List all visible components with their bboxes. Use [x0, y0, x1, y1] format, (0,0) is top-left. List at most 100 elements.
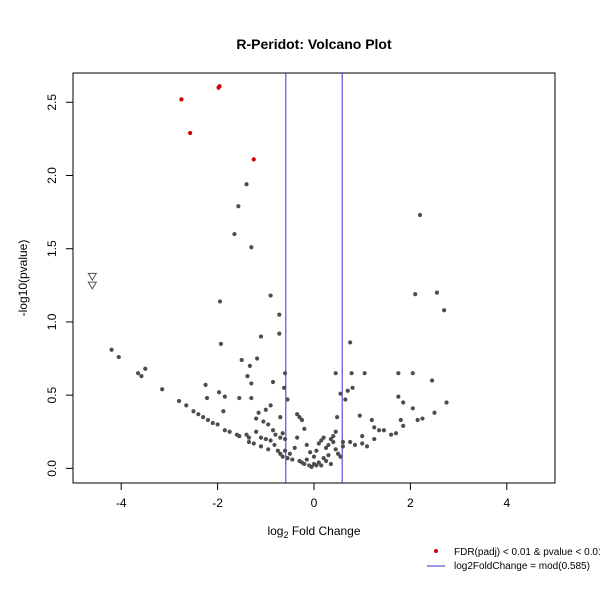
data-point	[191, 409, 196, 414]
data-point	[280, 454, 285, 459]
data-point	[321, 435, 326, 440]
x-tick-label: 0	[311, 496, 318, 510]
data-point	[396, 394, 401, 399]
data-point	[282, 371, 288, 376]
data-point	[246, 439, 252, 445]
data-point	[326, 442, 331, 448]
data-point	[331, 434, 336, 439]
data-point	[218, 341, 224, 346]
data-point	[314, 463, 319, 468]
data-point	[268, 438, 273, 443]
y-tick-label: 0.5	[45, 386, 59, 403]
data-point	[278, 435, 283, 440]
x-tick-label: 4	[503, 496, 510, 510]
y-axis-label: -log10(pvalue)	[16, 240, 30, 317]
data-point	[184, 403, 189, 408]
y-tick-label: 1.0	[45, 313, 59, 330]
data-point	[398, 417, 403, 423]
legend-significant-label: FDR(padj) < 0.01 & pvalue < 0.01	[454, 547, 600, 558]
data-point	[210, 420, 215, 426]
data-point	[401, 400, 406, 405]
data-point	[362, 371, 367, 376]
data-point	[222, 394, 227, 399]
offscale-triangle-marker	[87, 272, 98, 282]
data-point	[285, 456, 290, 461]
data-point	[372, 425, 377, 430]
data-point	[160, 387, 165, 392]
data-point	[410, 371, 415, 376]
data-point	[299, 417, 305, 423]
data-point	[258, 435, 264, 440]
legend-significant-marker	[434, 549, 438, 553]
data-point	[331, 439, 336, 445]
data-point	[333, 447, 338, 452]
data-point	[292, 445, 297, 450]
data-point	[338, 391, 343, 396]
data-point	[258, 444, 264, 449]
y-axis: 0.0 0.5 1.0 1.5 2.0 2.5	[45, 94, 73, 477]
data-point	[364, 444, 370, 449]
data-point	[261, 419, 266, 424]
data-point	[321, 456, 326, 461]
data-point	[277, 312, 282, 317]
data-point	[393, 431, 399, 436]
data-point	[237, 434, 242, 439]
data-point	[215, 422, 220, 427]
data-point	[319, 438, 324, 443]
data-point	[328, 461, 333, 467]
data-point	[205, 417, 211, 423]
x-axis-label: log2 Fold Change	[267, 524, 360, 540]
x-tick-label: -2	[212, 496, 223, 510]
data-point	[360, 441, 365, 446]
data-point	[401, 423, 406, 428]
data-point	[268, 293, 273, 298]
data-point	[270, 428, 276, 433]
data-point	[239, 357, 244, 363]
data-point	[273, 432, 278, 437]
data-point	[266, 447, 271, 452]
data-point	[396, 371, 401, 376]
data-point	[268, 403, 273, 408]
data-point	[272, 442, 277, 448]
data-point	[328, 436, 333, 442]
chart-title: R-Peridot: Volcano Plot	[236, 36, 392, 52]
data-point	[143, 366, 148, 371]
data-point	[285, 397, 290, 402]
data-point	[348, 439, 353, 445]
data-point	[323, 445, 329, 450]
data-point	[323, 458, 329, 464]
data-point	[282, 448, 288, 453]
data-point	[302, 461, 307, 467]
data-point	[389, 432, 394, 437]
data-point	[434, 290, 440, 295]
data-point	[333, 429, 338, 434]
data-point	[369, 417, 374, 423]
data-point	[222, 428, 227, 433]
data-point	[372, 436, 377, 442]
data-point	[343, 397, 348, 402]
data-point	[352, 442, 358, 448]
data-point	[316, 460, 321, 465]
data-point	[350, 385, 355, 390]
data-point	[360, 434, 365, 439]
data-point	[280, 431, 285, 436]
data-point	[348, 340, 353, 345]
data-point	[251, 441, 256, 446]
data-point	[314, 448, 319, 453]
data-point	[249, 395, 254, 401]
x-axis: -4 -2 0 2 4	[116, 483, 510, 510]
data-point	[432, 410, 437, 415]
data-point	[135, 371, 141, 376]
y-tick-label: 1.5	[45, 240, 59, 257]
data-point	[420, 416, 425, 421]
legend-threshold-label: log2FoldChange = mod(0.585)	[454, 561, 590, 572]
data-point	[282, 436, 288, 442]
y-tick-label: 0.0	[45, 460, 59, 477]
data-point	[203, 382, 208, 387]
data-point	[326, 453, 331, 458]
data-point	[376, 428, 382, 433]
data-point	[381, 428, 386, 433]
data-point	[247, 363, 252, 368]
data-point	[297, 415, 302, 420]
significant-point	[179, 97, 184, 102]
